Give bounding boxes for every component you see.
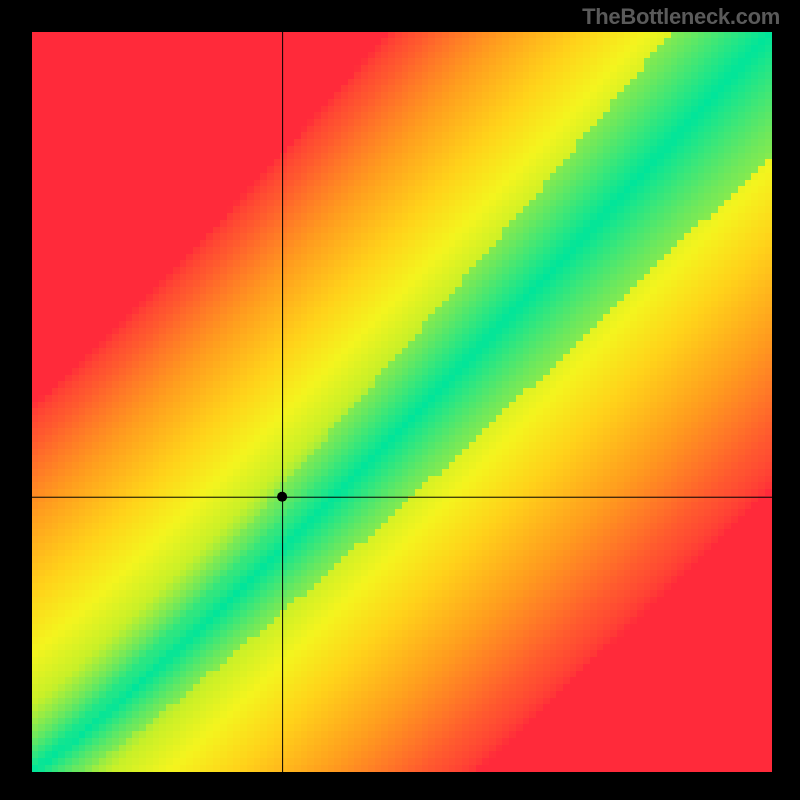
plot-area <box>32 32 772 772</box>
heatmap-canvas <box>32 32 772 772</box>
watermark-text: TheBottleneck.com <box>582 4 780 30</box>
chart-container: TheBottleneck.com <box>0 0 800 800</box>
